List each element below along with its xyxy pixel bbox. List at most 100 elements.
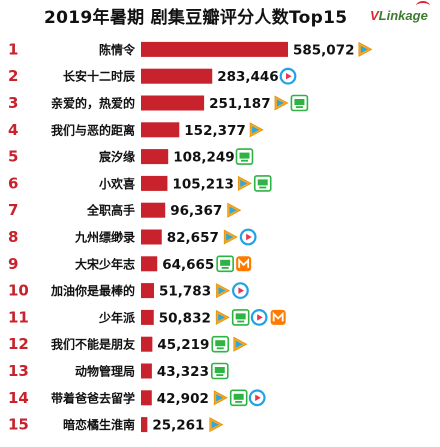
iqiyi-icon (235, 148, 254, 165)
chart-row: 3 亲爱的，热爱的 251,187 (8, 94, 309, 112)
chart-row: 10 加油你是最棒的 51,783 (8, 282, 249, 300)
tencent-icon-inner (360, 45, 368, 53)
tencent-icon (216, 283, 231, 299)
rank-label: 9 (8, 255, 18, 273)
iqiyi-icon (216, 255, 234, 273)
youku-icon (250, 308, 268, 326)
chart-row: 6 小欢喜 105,213 (8, 174, 272, 192)
mango-icon-m (272, 311, 284, 322)
category-label: 我们与恶的距离 (51, 122, 135, 137)
bar (141, 68, 213, 84)
tencent-icon-inner (235, 340, 243, 348)
mango-icon (270, 309, 286, 325)
bar (141, 256, 158, 272)
chart-title: 2019年暑期 剧集豆瓣评分人数Top15 (44, 8, 348, 28)
value-label: 45,219 (157, 337, 209, 353)
tencent-icon (223, 229, 238, 245)
youku-icon-play (286, 73, 292, 80)
iqiyi-icon-base (221, 267, 229, 269)
vlinkage-logo: VLinkage (370, 1, 436, 26)
chart-row: 14 带着爸爸去留学 42,902 (8, 389, 266, 407)
category-label: 暗恋橘生淮南 (63, 417, 135, 432)
chart-row: 9 大宋少年志 64,665 (8, 255, 252, 273)
logo-swoosh-icon (416, 1, 430, 11)
iqiyi-icon (290, 94, 309, 112)
rank-label: 11 (8, 308, 29, 326)
iqiyi-icon (211, 335, 230, 353)
category-label: 加油你是最棒的 (50, 283, 135, 298)
category-label: 少年派 (98, 310, 136, 325)
category-label: 带着爸爸去留学 (51, 390, 135, 405)
iqiyi-icon-base (295, 106, 303, 108)
bar (141, 336, 153, 352)
category-label: 我们不能是朋友 (51, 337, 135, 352)
tencent-icon (249, 122, 264, 138)
tencent-icon (215, 309, 230, 325)
bar (141, 202, 166, 218)
iqiyi-icon-body (214, 367, 225, 373)
rank-label: 7 (8, 201, 18, 219)
value-label: 251,187 (209, 96, 271, 112)
iqiyi-icon-body (257, 179, 268, 186)
tencent-icon (233, 336, 248, 352)
youku-icon-play (238, 287, 245, 294)
bar (141, 283, 155, 299)
chart-row: 2 长安十二时辰 283,446 (8, 67, 297, 85)
category-label: 亲爱的，热爱的 (51, 96, 135, 111)
bar (141, 390, 152, 406)
chart-row: 8 九州缥缈录 82,657 (8, 228, 257, 246)
tencent-icon-inner (226, 233, 234, 241)
chart-row: 13 动物管理局 43,323 (8, 362, 229, 380)
category-label: 大宋少年志 (75, 256, 135, 271)
tencent-icon (274, 95, 289, 111)
chart-row: 7 全职高手 96,367 (8, 201, 242, 219)
iqiyi-icon-body (294, 99, 305, 105)
tencent-icon-inner (252, 126, 260, 134)
value-label: 82,657 (167, 230, 219, 246)
chart-row: 15 暗恋橘生淮南 25,261 (8, 416, 224, 434)
chart-row: 1 陈情令 585,072 (8, 40, 373, 58)
tencent-icon-inner (276, 99, 284, 107)
rank-label: 13 (8, 362, 29, 380)
iqiyi-icon-base (216, 347, 224, 350)
bar (141, 122, 180, 138)
bar (141, 175, 168, 191)
category-label: 陈情令 (99, 42, 136, 57)
rank-label: 4 (8, 121, 18, 139)
iqiyi-icon-body (233, 393, 244, 400)
value-label: 64,665 (162, 257, 214, 273)
iqiyi-icon-base (216, 374, 224, 376)
bar (141, 417, 148, 433)
chart-row: 4 我们与恶的距离 152,377 (8, 121, 264, 139)
iqiyi-icon-body (215, 340, 226, 347)
rank-label: 14 (8, 389, 29, 407)
rank-label: 5 (8, 148, 18, 166)
category-label: 小欢喜 (99, 176, 135, 191)
bar (141, 309, 154, 325)
value-label: 50,832 (159, 310, 211, 326)
category-label: 九州缥缈录 (74, 230, 135, 245)
value-label: 585,072 (293, 42, 355, 58)
bar (141, 149, 169, 165)
tencent-icon (227, 202, 242, 218)
youku-icon-play (255, 394, 261, 401)
rank-label: 1 (8, 40, 18, 58)
tencent-icon-inner (216, 394, 224, 402)
tencent-icon (237, 175, 252, 191)
mango-icon-m (238, 258, 250, 268)
value-label: 96,367 (170, 203, 222, 219)
tencent-icon (209, 417, 224, 433)
iqiyi-icon-base (259, 186, 267, 189)
tencent-icon (213, 390, 228, 406)
bar (141, 41, 288, 57)
rank-label: 3 (8, 94, 18, 112)
value-label: 43,323 (157, 364, 209, 380)
rank-label: 2 (8, 67, 18, 85)
tencent-icon-inner (229, 206, 237, 214)
value-label: 283,446 (217, 69, 279, 85)
category-label: 全职高手 (86, 203, 135, 218)
youku-icon-play (257, 314, 263, 321)
value-label: 51,783 (159, 284, 211, 300)
youku-icon-play (246, 233, 252, 241)
